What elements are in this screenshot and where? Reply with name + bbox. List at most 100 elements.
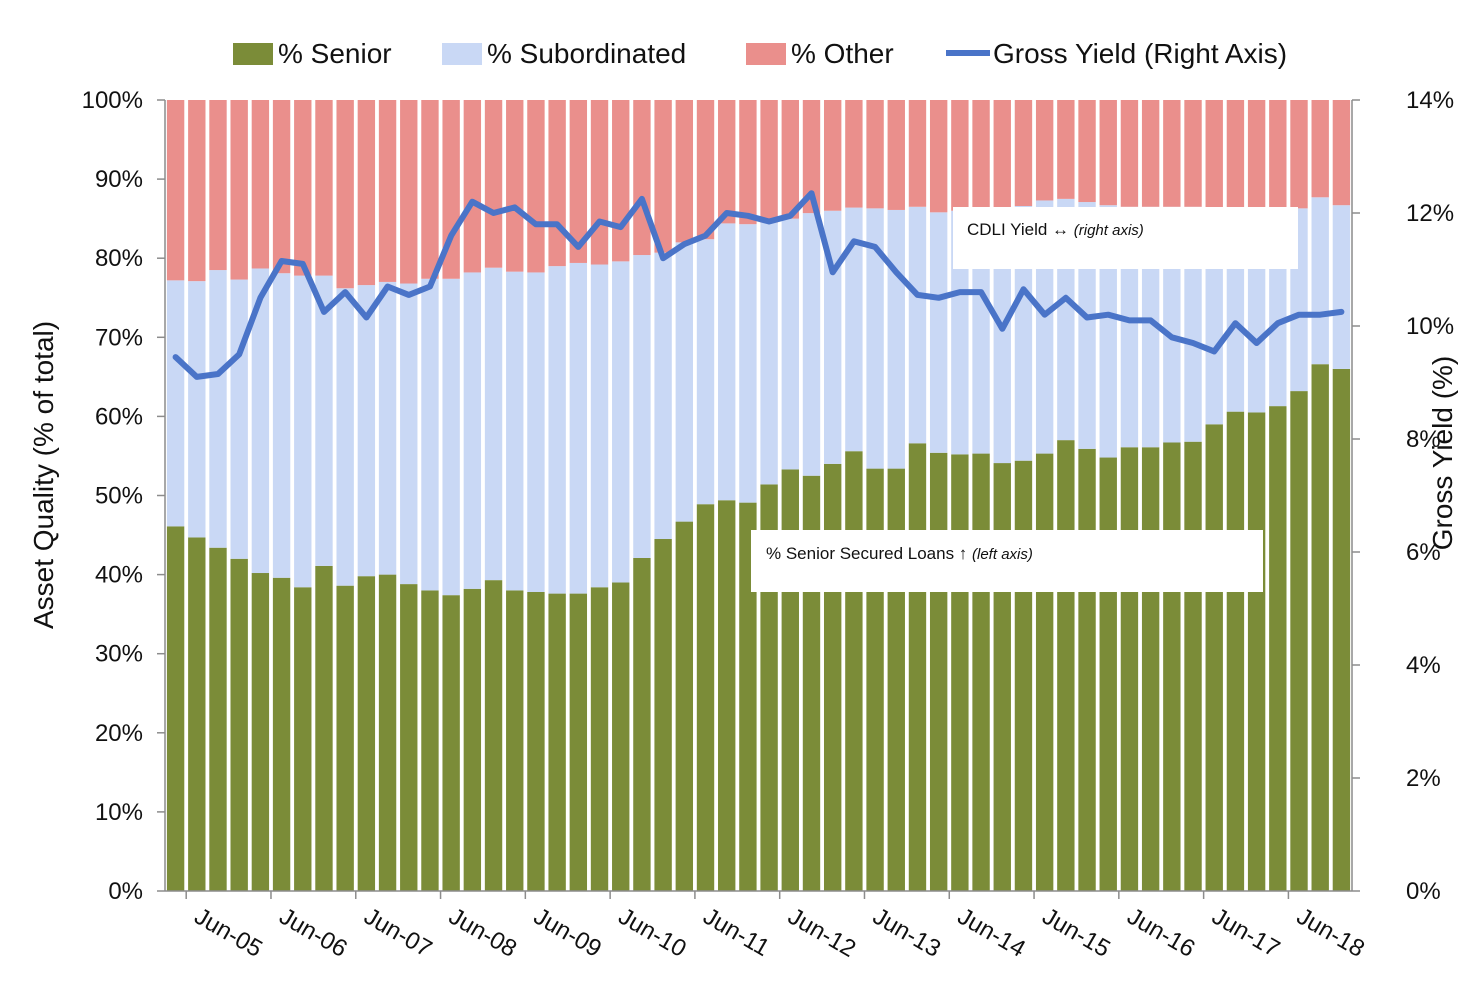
bar-senior-Dec-15 <box>1078 448 1096 891</box>
bar-other-Dec-18 <box>1332 100 1351 206</box>
bar-subordinated-Jun-08 <box>442 278 460 596</box>
bar-senior-Dec-17 <box>1247 412 1266 891</box>
bar-subordinated-Jun-07 <box>357 285 376 577</box>
annotation-axis-hint: (left axis) <box>972 546 1033 563</box>
x-tick-label: Jun-12 <box>783 903 860 963</box>
bar-subordinated-Mar-14 <box>929 212 948 453</box>
bar-subordinated-Mar-13 <box>845 207 863 452</box>
y-left-tick-label: 70% <box>95 324 143 351</box>
bar-other-Dec-17 <box>1247 100 1266 208</box>
bar-other-Mar-14 <box>929 100 948 213</box>
annotations-layer: CDLI Yield ↔ (right axis) % Senior Secure… <box>751 207 1298 592</box>
bar-subordinated-Dec-14 <box>993 209 1011 464</box>
bar-other-Sep-18 <box>1311 100 1329 198</box>
bar-other-Jun-07 <box>357 100 376 286</box>
bar-subordinated-Jun-11 <box>696 239 715 505</box>
y-right-tick-label: 2% <box>1406 765 1441 792</box>
bar-other-Jun-12 <box>781 100 799 219</box>
annotation-main: % Senior Secured Loans ↑ <box>766 544 972 563</box>
x-tick-label: Jun-09 <box>529 903 606 963</box>
bar-senior-Mar-08 <box>421 590 439 891</box>
bar-senior-Jun-16 <box>1120 447 1139 891</box>
bar-senior-Dec-12 <box>823 463 842 891</box>
bar-senior-Mar-15 <box>1014 460 1033 891</box>
bar-subordinated-Dec-09 <box>569 262 588 594</box>
y-left-tick-label: 20% <box>95 720 143 747</box>
bar-senior-Jun-08 <box>442 595 460 891</box>
y-left-tick-label: 90% <box>95 166 143 193</box>
x-tick-label: Jun-07 <box>359 903 436 963</box>
bar-subordinated-Sep-11 <box>718 223 736 501</box>
annotation-text: % Senior Secured Loans ↑ (left axis) <box>766 544 1033 563</box>
bar-other-Mar-17 <box>1184 100 1202 207</box>
bar-senior-Dec-13 <box>908 443 927 891</box>
bar-senior-Jun-18 <box>1290 391 1308 891</box>
legend-label: % Senior <box>278 38 392 69</box>
bar-senior-Mar-17 <box>1184 441 1202 891</box>
bar-senior-Sep-14 <box>972 453 990 891</box>
bar-senior-Mar-14 <box>929 452 948 891</box>
bar-other-Dec-07 <box>400 100 418 284</box>
bar-subordinated-Sep-18 <box>1311 197 1329 365</box>
bar-other-Mar-18 <box>1269 100 1287 209</box>
bar-subordinated-Sep-10 <box>633 255 651 558</box>
y-left-tick-label: 30% <box>95 641 143 668</box>
bar-subordinated-Sep-07 <box>378 281 397 575</box>
legend-item: % Other <box>746 38 894 69</box>
bar-other-Dec-11 <box>739 100 757 225</box>
bar-subordinated-Dec-06 <box>315 275 333 566</box>
annotation-axis-hint: (right axis) <box>1074 222 1144 239</box>
bar-subordinated-Mar-06 <box>251 268 270 574</box>
bar-subordinated-Mar-11 <box>675 242 694 522</box>
bar-senior-Mar-18 <box>1269 406 1287 891</box>
bar-other-Jun-11 <box>696 100 715 240</box>
bar-senior-Jun-06 <box>272 577 291 891</box>
bar-other-Mar-08 <box>421 100 439 279</box>
bar-other-Jun-17 <box>1205 100 1223 208</box>
bar-senior-Sep-10 <box>633 557 651 891</box>
bar-subordinated-Dec-12 <box>823 210 842 464</box>
bar-senior-Sep-18 <box>1311 364 1329 892</box>
y-right-tick-label: 4% <box>1406 652 1441 679</box>
y-right-tick-label: 14% <box>1406 87 1454 114</box>
y-right-tick-label: 12% <box>1406 200 1454 227</box>
bar-other-Dec-05 <box>230 100 248 280</box>
y-right-tick-label: 6% <box>1406 539 1441 566</box>
bar-senior-Dec-14 <box>993 463 1011 891</box>
bar-senior-Sep-06 <box>294 587 312 891</box>
bar-other-Dec-10 <box>654 100 672 253</box>
bar-subordinated-Mar-12 <box>760 222 778 485</box>
bar-senior-Jun-10 <box>612 582 630 891</box>
bar-senior-Mar-16 <box>1099 457 1117 891</box>
y-left-tick-label: 50% <box>95 483 143 510</box>
annotation-text: CDLI Yield ↔ (right axis) <box>967 220 1144 239</box>
x-tick-label: Jun-08 <box>444 903 521 963</box>
bar-senior-Mar-05 <box>166 526 185 891</box>
bar-other-Mar-13 <box>845 100 863 208</box>
legend-item: % Senior <box>233 38 392 69</box>
bar-other-Jun-10 <box>612 100 630 262</box>
bar-subordinated-Mar-05 <box>166 280 185 527</box>
bar-subordinated-Sep-05 <box>209 270 227 548</box>
bar-subordinated-Jun-10 <box>612 261 630 583</box>
bar-other-Sep-09 <box>548 100 566 267</box>
bar-subordinated-Dec-08 <box>484 267 503 581</box>
legend-label: % Other <box>791 38 894 69</box>
bar-senior-Mar-10 <box>590 587 609 891</box>
bar-other-Mar-12 <box>760 100 778 223</box>
bar-subordinated-Jun-06 <box>272 273 291 578</box>
bar-other-Sep-05 <box>209 100 227 271</box>
x-tick-label: Jun-05 <box>190 903 267 963</box>
bar-senior-Mar-09 <box>506 590 524 891</box>
bar-other-Sep-07 <box>378 100 397 282</box>
bar-other-Jun-05 <box>188 100 206 282</box>
bar-other-Mar-10 <box>590 100 609 265</box>
bar-senior-Dec-09 <box>569 593 588 891</box>
x-tick-label: Jun-16 <box>1122 903 1199 963</box>
bar-senior-Mar-06 <box>251 573 270 891</box>
x-tick-label: Jun-17 <box>1207 903 1284 963</box>
bar-other-Dec-08 <box>484 100 503 268</box>
bar-senior-Jun-05 <box>188 537 206 891</box>
bar-subordinated-Sep-06 <box>294 275 312 588</box>
